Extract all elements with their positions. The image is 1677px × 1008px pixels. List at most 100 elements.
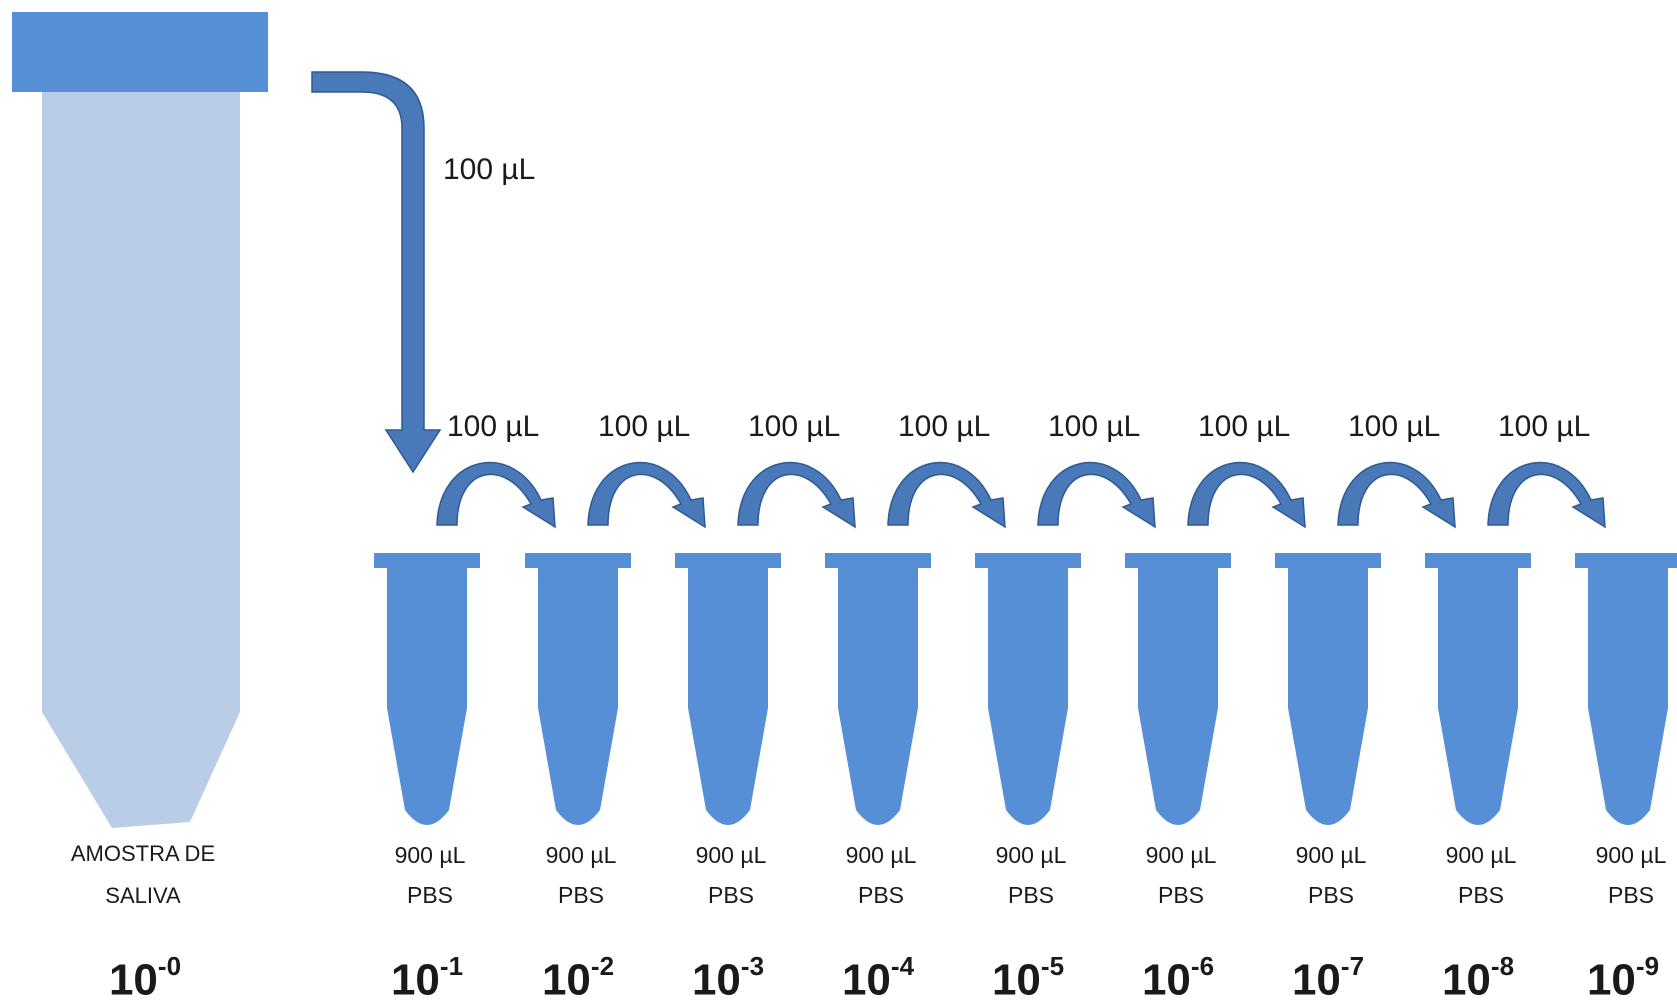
dilution-base: 10 <box>541 955 591 1005</box>
dilution-base: 10 <box>1441 955 1491 1005</box>
tube-contents-label: 900 µL PBS <box>676 835 786 915</box>
dilution-tube-rim <box>1275 553 1381 568</box>
transfer-volume-label: 100 µL <box>1498 410 1591 443</box>
dilution-factor-label: 10-3 <box>663 951 793 1006</box>
stock-tube-label: AMOSTRA DE SALIVA <box>43 833 243 917</box>
transfer-arrow <box>737 461 856 529</box>
dilution-base: 10 <box>1586 955 1636 1005</box>
stock-tube-cap <box>12 12 268 92</box>
transfer-volume-label: 100 µL <box>1348 410 1441 443</box>
transfer-volume-label: 100 µL <box>898 410 991 443</box>
tube-buffer: PBS <box>1007 882 1055 908</box>
dilution-exponent: -8 <box>1490 951 1515 981</box>
dilution-factor-label: 10-1 <box>362 951 492 1006</box>
dilution-base: 10 <box>1291 955 1341 1005</box>
tube-buffer: PBS <box>406 882 454 908</box>
dilution-tube-body <box>387 568 467 825</box>
tube-volume: 900 µL <box>695 842 767 868</box>
tube-contents-label: 900 µL PBS <box>1426 835 1536 915</box>
dilution-tube <box>1425 553 1531 825</box>
dilution-tube-rim <box>825 553 931 568</box>
transfer-arrow <box>587 461 706 529</box>
tube-contents-label: 900 µL PBS <box>375 835 485 915</box>
dilution-base: 10 <box>841 955 891 1005</box>
first-transfer-arrow <box>311 71 442 474</box>
transfer-volume-label: 100 µL <box>748 410 841 443</box>
dilution-tube-body <box>538 568 618 825</box>
dilution-factor-label: 10-5 <box>963 951 1093 1006</box>
tube-contents-label: 900 µL PBS <box>976 835 1086 915</box>
transfer-arrow <box>436 461 556 529</box>
tube-contents-label: 900 µL PBS <box>1276 835 1386 915</box>
transfer-volume-label: 100 µL <box>598 410 691 443</box>
dilution-tube-body <box>838 568 918 825</box>
tube-volume: 900 µL <box>1295 842 1367 868</box>
dilution-factor-label: 10-2 <box>513 951 643 1006</box>
tube-buffer: PBS <box>1457 882 1505 908</box>
tube-contents-label: 900 µL PBS <box>526 835 636 915</box>
dilution-tube <box>675 553 781 825</box>
tube-contents-label: 900 µL PBS <box>1576 835 1677 915</box>
stock-tube <box>12 12 268 828</box>
dilution-tube <box>975 553 1081 825</box>
transfer-volume-label: 100 µL <box>447 410 540 443</box>
dilution-exponent: -3 <box>740 951 765 981</box>
dilution-exponent: -5 <box>1040 951 1065 981</box>
dilution-tube-rim <box>525 553 631 568</box>
stock-tube-body <box>42 92 240 828</box>
tube-buffer: PBS <box>707 882 755 908</box>
dilution-tube-rim <box>1575 553 1677 568</box>
transfer-volume-label: 100 µL <box>1198 410 1291 443</box>
transfer-arrow <box>1037 461 1156 529</box>
tube-buffer: PBS <box>557 882 605 908</box>
dilution-factor-label: 10-8 <box>1413 951 1543 1006</box>
tube-volume: 900 µL <box>995 842 1067 868</box>
tube-volume: 900 µL <box>394 842 466 868</box>
dilution-tube-rim <box>675 553 781 568</box>
dilution-tube-body <box>1588 568 1668 825</box>
first-transfer-label: 100 µL <box>443 153 536 186</box>
dilution-tube-body <box>1438 568 1518 825</box>
stock-dilution-exp: -0 <box>157 951 182 981</box>
transfer-arrow <box>1337 461 1456 529</box>
transfer-arrows <box>436 461 1606 529</box>
dilution-tube-rim <box>975 553 1081 568</box>
dilution-tube-body <box>1288 568 1368 825</box>
dilution-tube-rim <box>374 553 480 568</box>
dilution-factor-label: 10-6 <box>1113 951 1243 1006</box>
dilution-exponent: -7 <box>1340 951 1365 981</box>
transfer-arrow <box>1187 461 1306 529</box>
tube-volume: 900 µL <box>1595 842 1667 868</box>
tube-buffer: PBS <box>1157 882 1205 908</box>
stock-dilution-base: 10 <box>108 955 158 1005</box>
dilution-tube-body <box>988 568 1068 825</box>
dilution-tube <box>825 553 931 825</box>
dilution-tube-rim <box>1125 553 1231 568</box>
dilution-exponent: -6 <box>1190 951 1215 981</box>
dilution-base: 10 <box>1141 955 1191 1005</box>
dilution-base: 10 <box>991 955 1041 1005</box>
tube-contents-label: 900 µL PBS <box>1126 835 1236 915</box>
tube-volume: 900 µL <box>845 842 917 868</box>
dilution-exponent: -4 <box>890 951 915 981</box>
tube-volume: 900 µL <box>545 842 617 868</box>
dilution-tube <box>1575 553 1677 825</box>
stock-dilution-label: 10-0 <box>80 951 210 1006</box>
tube-volume: 900 µL <box>1445 842 1517 868</box>
stock-tube-label-line1: AMOSTRA DE <box>70 841 216 866</box>
dilution-exponent: -2 <box>590 951 615 981</box>
dilution-tube <box>1125 553 1231 825</box>
dilution-factor-label: 10-7 <box>1263 951 1393 1006</box>
dilution-tubes <box>374 553 1677 825</box>
dilution-exponent: -9 <box>1635 951 1660 981</box>
tube-volume: 900 µL <box>1145 842 1217 868</box>
dilution-tube-body <box>688 568 768 825</box>
tube-buffer: PBS <box>1307 882 1355 908</box>
dilution-factor-label: 10-9 <box>1558 951 1677 1006</box>
transfer-volume-label: 100 µL <box>1048 410 1141 443</box>
dilution-base: 10 <box>691 955 741 1005</box>
dilution-base: 10 <box>390 955 440 1005</box>
dilution-exponent: -1 <box>439 951 464 981</box>
dilution-factor-label: 10-4 <box>813 951 943 1006</box>
